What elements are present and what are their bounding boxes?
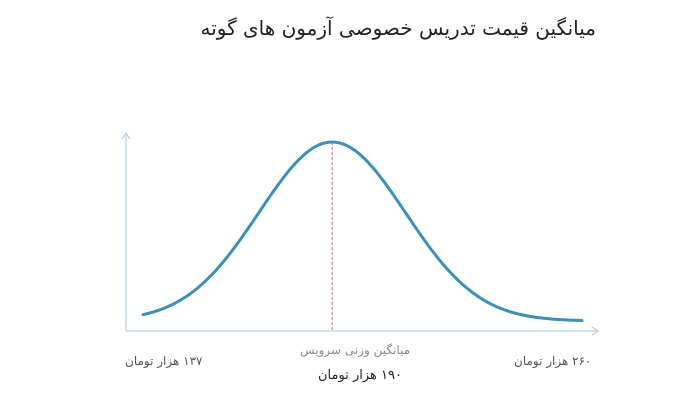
x-axis-arrow (591, 326, 600, 336)
x-min-label: ۱۳۷ هزار تومان (125, 354, 203, 368)
x-max-label: ۲۶۰ هزار تومان (514, 354, 592, 368)
distribution-curve (141, 140, 584, 322)
mean-value-label: ۱۹۰ هزار تومان (318, 368, 402, 383)
y-axis-arrow (121, 131, 131, 140)
mean-caption: میانگین وزنی سرویس (300, 343, 411, 357)
chart-title: میانگین قیمت تدریس خصوصی آزمون های گوته (200, 16, 596, 40)
